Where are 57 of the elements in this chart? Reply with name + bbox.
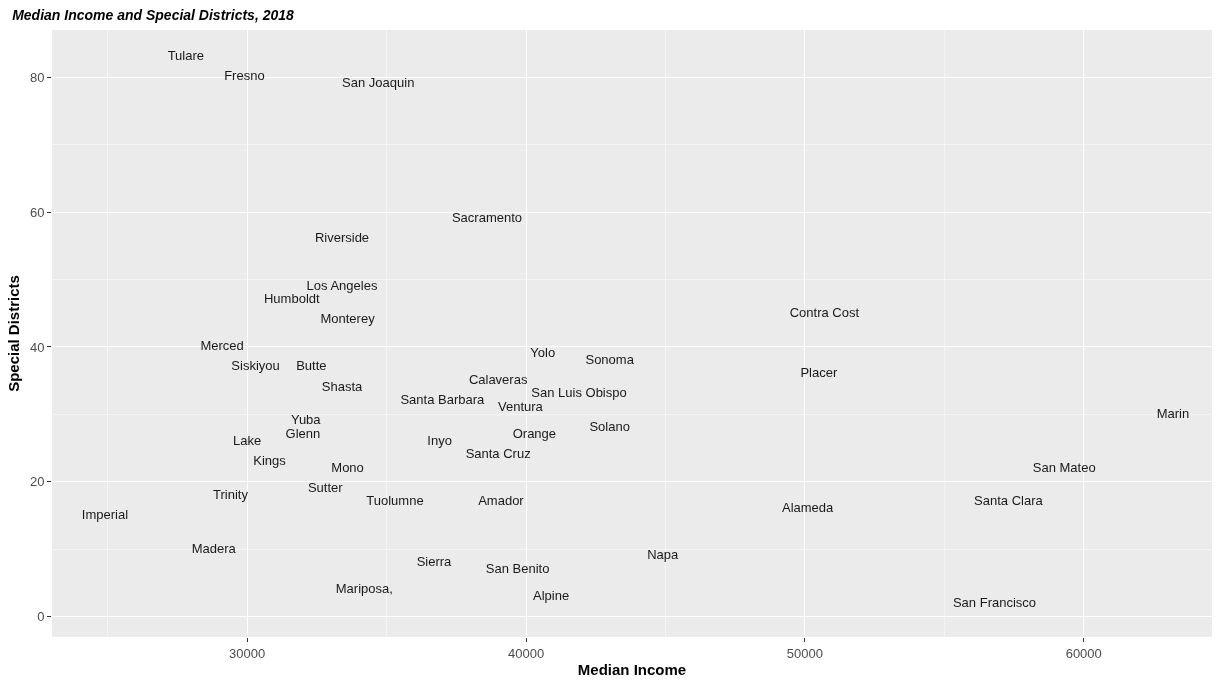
data-label: Contra Cost	[789, 304, 860, 320]
data-label: Solano	[589, 419, 630, 435]
data-label: Sutter	[307, 479, 344, 495]
data-label: Sierra	[416, 554, 453, 570]
data-label: San Francisco	[952, 594, 1037, 610]
data-label: Shasta	[321, 378, 363, 394]
y-tick-label: 20	[29, 474, 45, 490]
data-label: San Luis Obispo	[531, 385, 627, 401]
data-label: Alameda	[782, 500, 835, 516]
y-tick-label: 40	[29, 339, 45, 355]
x-tick-label: 60000	[1065, 645, 1102, 661]
x-axis-title: Median Income	[577, 660, 687, 678]
data-label: Mariposa,	[335, 581, 393, 597]
data-label: Inyo	[427, 432, 452, 448]
data-label: Alpine	[533, 587, 570, 603]
data-label: Ventura	[498, 398, 544, 414]
data-label: Humboldt	[263, 291, 321, 307]
data-label: Yolo	[530, 344, 556, 360]
x-tick-label: 30000	[229, 645, 266, 661]
data-label: Trinity	[213, 486, 249, 502]
data-label: Kings	[253, 452, 287, 468]
data-label: Sacramento	[451, 210, 523, 226]
data-label: Mono	[331, 459, 364, 475]
data-label: San Joaquin	[342, 75, 415, 91]
data-label: Madera	[191, 540, 237, 556]
data-label: Imperial	[81, 506, 129, 522]
data-label: Fresno	[224, 68, 265, 84]
x-tick-label: 50000	[786, 645, 823, 661]
data-label: Los Angeles	[306, 277, 378, 293]
data-label: San Mateo	[1032, 459, 1096, 475]
data-label: Santa Cruz	[465, 446, 531, 462]
y-tick-label: 60	[29, 204, 45, 220]
data-label: Orange	[512, 425, 557, 441]
data-label: Lake	[233, 432, 262, 448]
y-tick-label: 80	[29, 69, 45, 85]
y-tick-label: 0	[37, 609, 45, 625]
data-label: Sonoma	[585, 351, 635, 367]
data-label: Riverside	[314, 230, 370, 246]
data-label: Tulare	[167, 48, 205, 64]
data-label: Santa Clara	[974, 493, 1044, 509]
data-label: Siskiyou	[231, 358, 280, 374]
data-label: Tuolumne	[366, 493, 424, 509]
data-label: Calaveras	[468, 371, 528, 387]
data-label: Marin	[1156, 405, 1190, 421]
data-label: Placer	[800, 365, 838, 381]
data-label: Butte	[296, 358, 327, 374]
chart-title: Median Income and Special Districts, 2018	[12, 7, 295, 23]
data-label: San Benito	[485, 560, 550, 576]
data-label: Glenn	[285, 425, 321, 441]
data-label: Santa Barbara	[400, 392, 486, 408]
data-label: Monterey	[320, 311, 376, 327]
data-label: Amador	[478, 493, 525, 509]
data-label: Napa	[647, 547, 679, 563]
y-axis-title: Special Districts	[5, 275, 23, 392]
data-label: Yuba	[290, 412, 322, 428]
x-tick-label: 40000	[507, 645, 545, 661]
data-label: Merced	[200, 338, 244, 354]
